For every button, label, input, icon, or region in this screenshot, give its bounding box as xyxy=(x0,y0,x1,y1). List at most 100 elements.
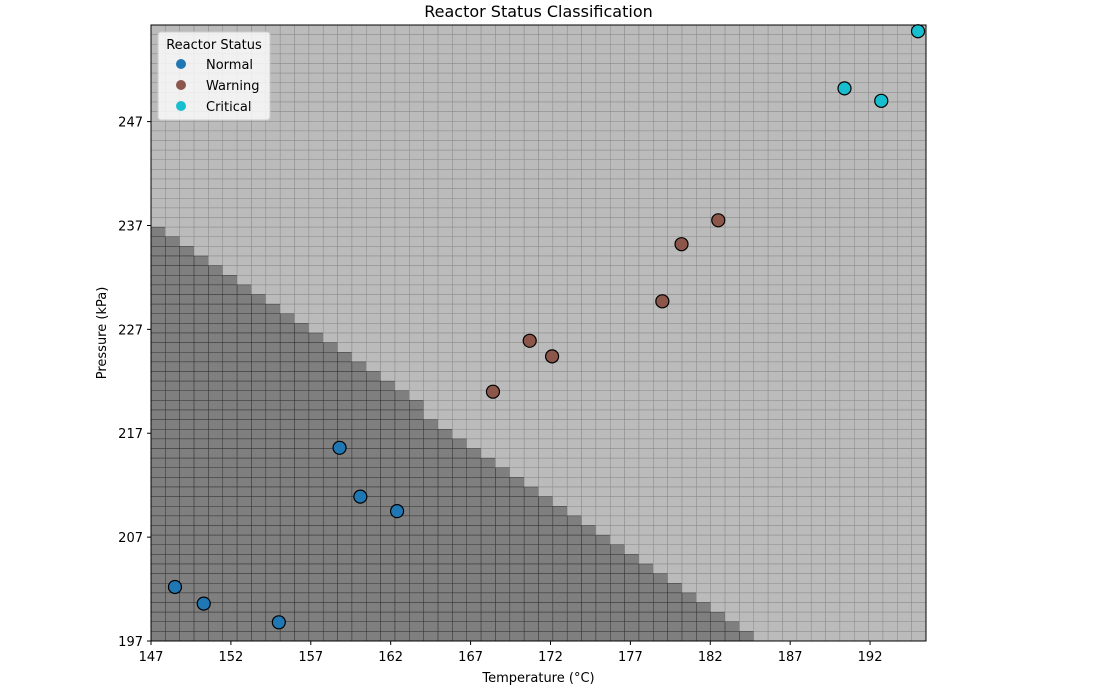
region-cell-warning xyxy=(667,92,683,103)
region-cell-normal xyxy=(423,496,439,507)
region-cell-warning xyxy=(208,246,224,257)
region-cell-warning xyxy=(696,149,711,161)
region-cell-warning xyxy=(653,409,668,420)
region-cell-normal xyxy=(638,631,654,642)
region-cell-warning xyxy=(825,486,841,497)
region-cell-warning xyxy=(739,352,755,363)
region-cell-warning xyxy=(796,255,812,266)
region-cell-warning xyxy=(509,130,525,141)
region-cell-normal xyxy=(279,573,295,584)
region-cell-warning xyxy=(552,429,568,440)
region-cell-normal xyxy=(179,554,195,565)
region-cell-warning xyxy=(810,506,826,517)
region-cell-normal xyxy=(222,554,238,565)
region-cell-warning xyxy=(308,265,324,276)
region-cell-warning xyxy=(839,525,855,536)
region-cell-warning xyxy=(466,284,482,295)
region-cell-normal xyxy=(193,255,209,266)
region-cell-normal xyxy=(437,467,453,478)
region-cell-warning xyxy=(653,390,668,401)
region-cell-warning xyxy=(265,246,281,257)
region-cell-warning xyxy=(724,563,740,574)
region-cell-warning xyxy=(351,226,367,238)
region-cell-warning xyxy=(767,448,783,459)
region-cell-warning xyxy=(595,342,611,353)
region-cell-normal xyxy=(552,525,568,536)
region-cell-warning xyxy=(480,149,496,161)
region-cell-warning xyxy=(710,82,726,93)
region-cell-warning xyxy=(739,72,755,84)
region-cell-warning xyxy=(294,255,310,266)
region-cell-warning xyxy=(423,390,439,401)
region-cell-warning xyxy=(897,63,912,74)
region-cell-warning xyxy=(423,63,439,74)
region-cell-warning xyxy=(853,198,869,209)
region-cell-warning xyxy=(653,130,668,141)
region-cell-warning xyxy=(638,188,654,199)
region-cell-warning xyxy=(696,217,711,228)
region-cell-warning xyxy=(868,429,884,440)
region-cell-warning xyxy=(739,188,755,199)
region-cell-warning xyxy=(638,467,654,478)
region-cell-warning xyxy=(480,342,496,353)
region-cell-normal xyxy=(265,496,281,507)
region-cell-normal xyxy=(696,611,711,623)
region-cell-warning xyxy=(337,72,353,84)
region-cell-warning xyxy=(882,380,898,392)
region-cell-warning xyxy=(653,265,668,276)
region-cell-warning xyxy=(825,332,841,343)
region-cell-normal xyxy=(179,265,195,276)
region-cell-warning xyxy=(337,53,353,64)
region-cell-warning xyxy=(825,159,841,170)
region-cell-normal xyxy=(509,515,525,526)
region-cell-warning xyxy=(782,631,798,642)
region-cell-normal xyxy=(251,438,267,449)
region-cell-normal xyxy=(351,544,367,555)
region-cell-normal xyxy=(193,448,209,459)
region-cell-warning xyxy=(897,409,912,420)
region-cell-normal xyxy=(265,534,281,546)
region-cell-warning xyxy=(566,275,582,286)
region-cell-warning xyxy=(839,486,855,497)
region-cell-warning xyxy=(409,207,424,218)
region-cell-warning xyxy=(452,255,468,266)
region-cell-normal xyxy=(523,506,539,517)
region-cell-normal xyxy=(366,554,381,565)
region-cell-warning xyxy=(351,140,367,151)
region-cell-warning xyxy=(839,159,855,170)
region-cell-warning xyxy=(839,111,855,122)
region-cell-warning xyxy=(566,111,582,122)
region-cell-warning xyxy=(825,284,841,295)
region-cell-warning xyxy=(294,284,310,295)
region-cell-warning xyxy=(825,111,841,122)
region-cell-normal xyxy=(610,631,625,642)
region-cell-normal xyxy=(208,583,224,594)
region-cell-warning xyxy=(452,361,468,372)
region-cell-normal xyxy=(322,506,338,517)
region-cell-warning xyxy=(681,515,697,526)
region-cell-normal xyxy=(265,400,281,411)
region-cell-warning xyxy=(193,236,209,247)
region-cell-warning xyxy=(753,130,769,141)
region-cell-warning xyxy=(810,188,826,199)
region-cell-warning xyxy=(538,419,554,430)
region-cell-warning xyxy=(179,159,195,170)
region-cell-normal xyxy=(466,496,482,507)
region-cell-normal xyxy=(495,496,511,507)
region-cell-normal xyxy=(452,563,468,574)
y-tick-label: 197 xyxy=(118,635,143,650)
region-cell-warning xyxy=(911,332,927,343)
region-cell-warning xyxy=(710,198,726,209)
region-cell-normal xyxy=(294,563,310,574)
region-cell-normal xyxy=(480,621,496,632)
region-cell-warning xyxy=(882,477,898,488)
region-cell-normal xyxy=(495,525,511,536)
region-cell-warning xyxy=(552,457,568,469)
region-cell-warning xyxy=(724,101,740,112)
region-cell-warning xyxy=(696,82,711,93)
region-cell-normal xyxy=(653,621,668,632)
region-cell-warning xyxy=(638,246,654,257)
region-cell-warning xyxy=(423,275,439,286)
region-cell-normal xyxy=(193,611,209,623)
region-cell-warning xyxy=(566,400,582,411)
